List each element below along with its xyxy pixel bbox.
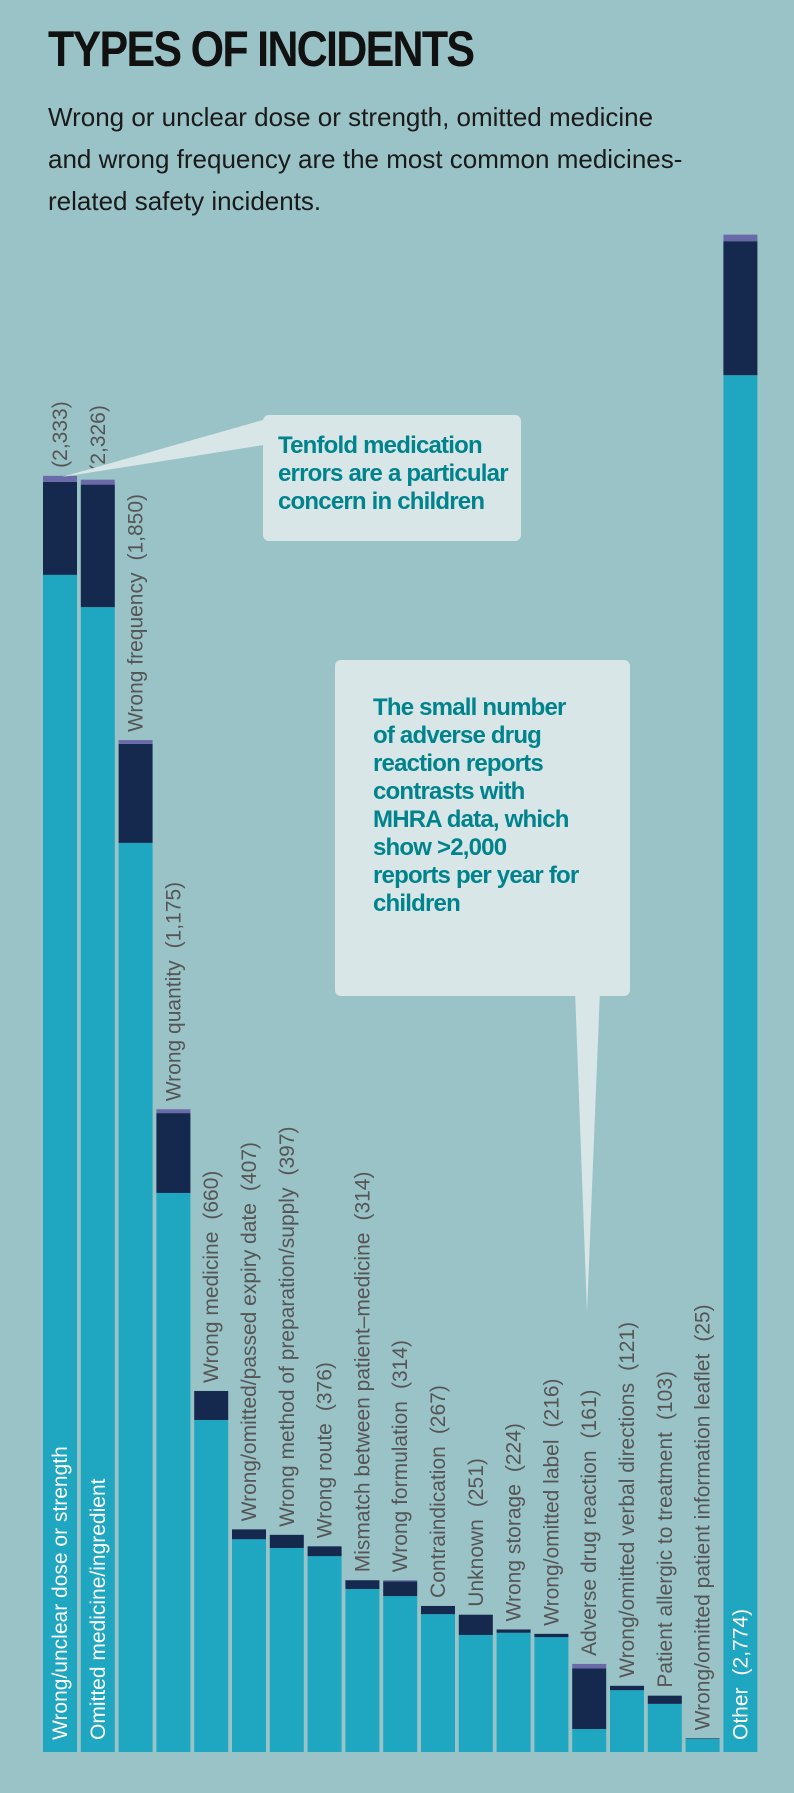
bar-segment-1 [458,1634,493,1752]
bar-segment-2 [383,1581,418,1597]
bar-segment-1 [383,1596,418,1752]
bar-segment-2 [345,1580,380,1589]
bar-segment-1 [43,574,77,1753]
callout-2-box [335,660,630,996]
bar-segment-3 [80,479,115,485]
bar-value-label: (216) [540,1378,563,1427]
bar-category-label: Wrong/omitted label [540,1439,563,1625]
bar-segment-1 [534,1637,569,1752]
bar-value-label: (25) [692,1304,715,1341]
bar-segment-1 [118,842,153,1752]
bar-category-label: Patient allergic to treatment [654,1432,677,1688]
bar-category-label: Wrong formulation [389,1401,412,1572]
bar-category-label: Wrong/omitted patient information leafle… [692,1354,715,1731]
bar-category-label: Wrong storage [503,1484,526,1621]
bar-value-label: (224) [503,1423,526,1472]
bar-category-label: Unknown [465,1519,488,1607]
bar-segment-1 [610,1690,644,1752]
bar-segment-2 [421,1605,455,1615]
bar-value-label: (2,774) [729,1609,752,1676]
callout-tenfold-errors: Tenfold medication errors are a particul… [278,432,509,515]
bar-segment-1 [647,1703,682,1752]
bar-category-label: Wrong frequency [125,572,148,732]
bar-category-label: Wrong/omitted/passed expiry date [238,1203,261,1521]
bar-value-label: (376) [314,1362,337,1411]
bar-category-label: Wrong/omitted verbal directions [616,1383,639,1678]
bar-segment-2 [118,743,153,843]
bar-value-label: (1,175) [162,882,185,949]
bar-segment-1 [572,1729,607,1752]
bar-segment-1 [421,1614,455,1752]
bar-category-label: Wrong method of preparation/supply [276,1187,299,1527]
bar-segment-2 [156,1113,191,1193]
bar-segment-1 [232,1539,266,1752]
bar-category-label: Adverse drug reaction [578,1450,601,1655]
bar-segment-1 [269,1547,304,1752]
bar-value-label: (121) [616,1322,639,1371]
bar-segment-2 [496,1629,531,1633]
callout-1-pointer [62,418,270,477]
bar-value-label: (314) [351,1172,374,1221]
bar-segment-1 [80,607,115,1752]
bar-value-label: (161) [578,1389,601,1438]
bar-category-label: Contraindication [427,1446,450,1598]
bar-value-label: (660) [200,1171,223,1220]
page-title: TYPES OF INCIDENTS [48,21,475,77]
bar-value-label: (267) [427,1385,450,1434]
bar-segment-1 [307,1556,342,1752]
bar-segment-2 [232,1529,266,1540]
bar-segment-3 [118,740,153,744]
bar-value-label: (251) [465,1458,488,1507]
bar-category-label: Wrong medicine [200,1232,223,1383]
bar-segment-2 [572,1668,607,1730]
bar-segment-3 [156,1109,191,1114]
bar-segment-3 [723,234,758,242]
callout-adverse-drug-reactions: The small number of adverse drug reactio… [373,694,579,917]
bar-segment-2 [80,484,115,608]
bar-category-label: Wrong/unclear dose or strength [49,1446,72,1740]
bar-category-label: Omitted medicine/ingredient [87,1478,110,1740]
bar-segment-2 [458,1614,493,1635]
bar-segment-1 [723,375,758,1753]
bar-value-label: (314) [389,1340,412,1389]
bar-category-label: Wrong route [314,1423,337,1538]
bar-segment-1 [685,1738,720,1752]
bar-segment-1 [156,1192,191,1752]
bar-category-label: Wrong quantity [162,960,185,1101]
page-subtitle: Wrong or unclear dose or strength, omitt… [48,102,683,216]
bar-segment-2 [534,1633,569,1638]
bar-segment-3 [43,475,77,482]
bar-value-label: (2,333) [49,401,72,468]
bar-category-label: Other [729,1687,752,1740]
bar-segment-2 [269,1534,304,1548]
bar-value-label: (103) [654,1371,677,1420]
bar-segment-1 [496,1632,531,1752]
bar-value-label: (1,850) [125,494,148,561]
callout-2-pointer [575,990,600,1312]
bar-segment-2 [307,1546,342,1557]
bar-segment-2 [43,481,77,575]
callout-1-box [263,415,521,541]
bar-segment-2 [685,1738,720,1739]
bar-segment-1 [194,1419,229,1752]
bar-segment-2 [647,1695,682,1704]
bar-value-label: (2,326) [87,405,110,472]
bar-segment-2 [723,241,758,376]
bar-value-label: (407) [238,1142,261,1191]
bar-category-label: Mismatch between patient–medicine [351,1233,374,1573]
bar-segment-2 [194,1390,229,1420]
bar-value-label: (397) [276,1126,299,1175]
bar-segment-2 [610,1685,644,1691]
bar-segment-3 [383,1580,418,1582]
bar-segment-3 [572,1663,607,1669]
bar-segment-1 [345,1588,380,1752]
